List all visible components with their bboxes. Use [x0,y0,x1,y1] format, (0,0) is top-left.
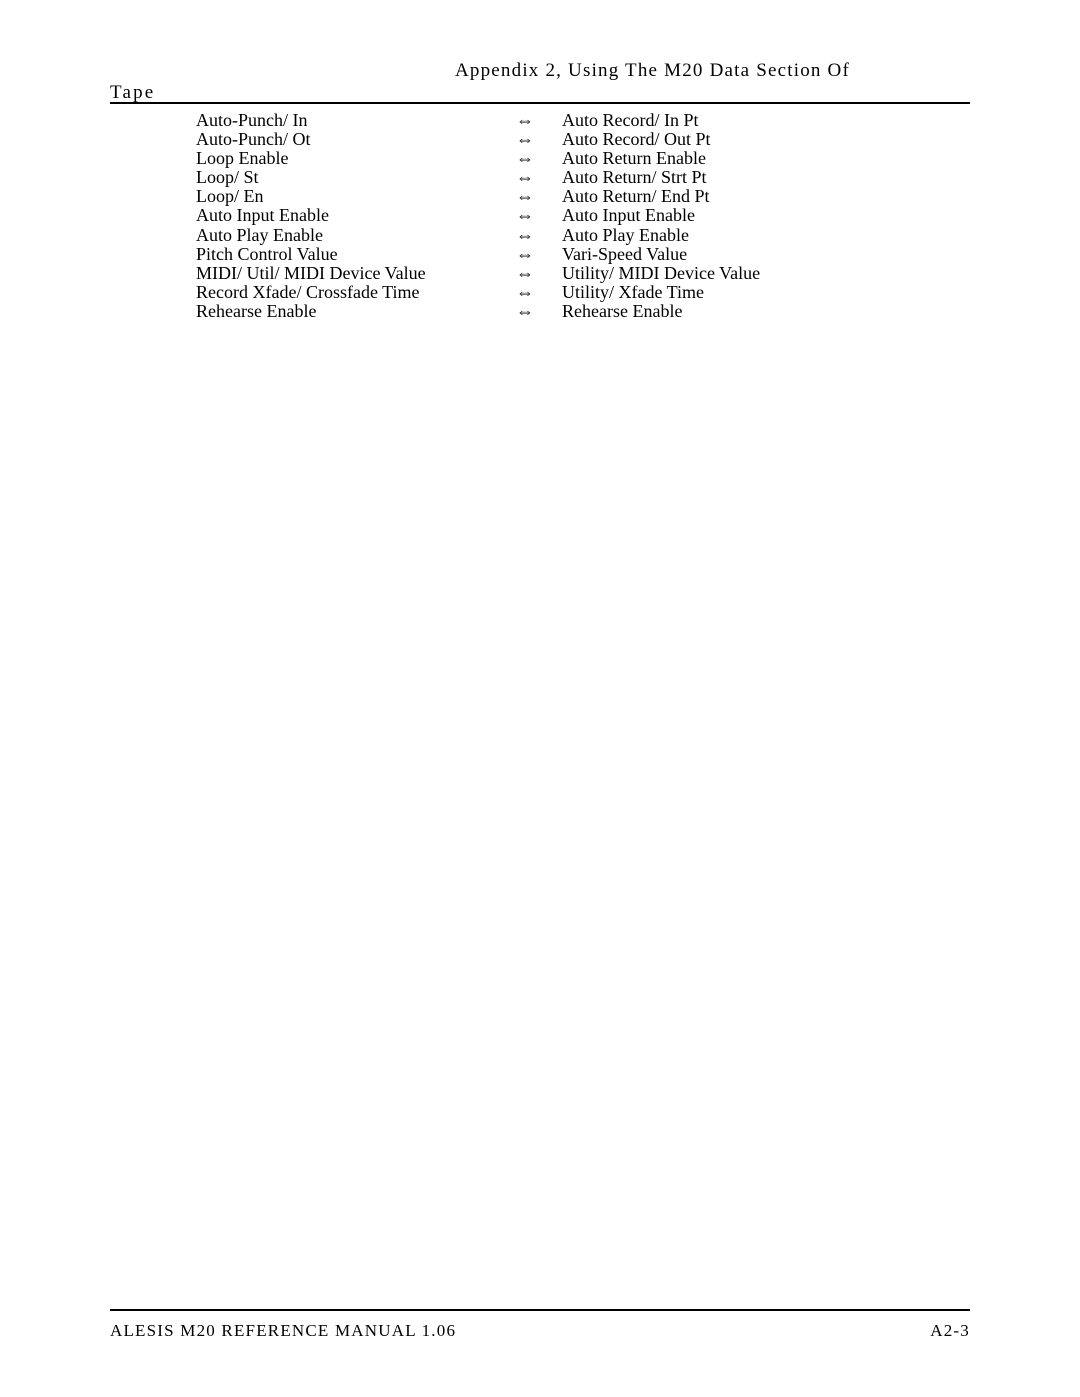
table-row: Loop Enable⇔Auto Return Enable [196,148,900,167]
arrow-icon: ⇔ [516,186,562,207]
table-row: Loop/ En⇔Auto Return/ End Pt [196,186,900,205]
cell-left: Rehearse Enable [196,301,516,322]
table-row: Loop/ St⇔Auto Return/ Strt Pt [196,167,900,186]
table-row: Auto Input Enable⇔Auto Input Enable [196,205,900,224]
cell-right: Auto Input Enable [562,205,695,226]
cell-left: Loop/ En [196,186,516,207]
cell-left: Record Xfade/ Crossfade Time [196,282,516,303]
arrow-icon: ⇔ [516,167,562,188]
cell-right: Utility/ Xfade Time [562,282,704,303]
document-page: Appendix 2, Using The M20 Data Section O… [0,0,1080,1397]
header-tape: Tape [110,82,155,104]
table-row: Auto Play Enable⇔Auto Play Enable [196,225,900,244]
page-header: Appendix 2, Using The M20 Data Section O… [110,60,970,104]
table-row: Rehearse Enable⇔Rehearse Enable [196,301,900,320]
footer-left: ALESIS M20 REFERENCE MANUAL 1.06 [110,1321,456,1341]
table-row: Record Xfade/ Crossfade Time⇔Utility/ Xf… [196,282,900,301]
cell-left: Loop Enable [196,148,516,169]
arrow-icon: ⇔ [516,301,562,322]
header-rule [110,102,970,104]
footer-rule [110,1309,970,1311]
cell-right: Auto Record/ In Pt [562,110,699,131]
arrow-icon: ⇔ [516,205,562,226]
arrow-icon: ⇔ [516,282,562,303]
table-row: Auto-Punch/ Ot⇔Auto Record/ Out Pt [196,129,900,148]
cell-right: Auto Record/ Out Pt [562,129,711,150]
arrow-icon: ⇔ [516,110,562,131]
arrow-icon: ⇔ [516,244,562,265]
table-row: Pitch Control Value⇔Vari-Speed Value [196,244,900,263]
cell-right: Vari-Speed Value [562,244,687,265]
table-row: MIDI/ Util/ MIDI Device Value⇔Utility/ M… [196,263,900,282]
cell-left: MIDI/ Util/ MIDI Device Value [196,263,516,284]
cell-right: Auto Return Enable [562,148,706,169]
cell-right: Auto Play Enable [562,225,689,246]
arrow-icon: ⇔ [516,148,562,169]
cell-left: Auto-Punch/ In [196,110,516,131]
table-row: Auto-Punch/ In⇔Auto Record/ In Pt [196,110,900,129]
cell-right: Rehearse Enable [562,301,682,322]
arrow-icon: ⇔ [516,129,562,150]
footer-right: A2-3 [930,1321,970,1341]
page-footer: ALESIS M20 REFERENCE MANUAL 1.06 A2-3 [110,1321,970,1341]
arrow-icon: ⇔ [516,263,562,284]
cell-left: Loop/ St [196,167,516,188]
mapping-table: Auto-Punch/ In⇔Auto Record/ In PtAuto-Pu… [196,110,900,320]
cell-left: Auto Input Enable [196,205,516,226]
cell-right: Utility/ MIDI Device Value [562,263,760,284]
header-title: Appendix 2, Using The M20 Data Section O… [455,60,850,82]
arrow-icon: ⇔ [516,225,562,246]
cell-left: Auto-Punch/ Ot [196,129,516,150]
cell-left: Auto Play Enable [196,225,516,246]
cell-left: Pitch Control Value [196,244,516,265]
cell-right: Auto Return/ End Pt [562,186,710,207]
cell-right: Auto Return/ Strt Pt [562,167,707,188]
